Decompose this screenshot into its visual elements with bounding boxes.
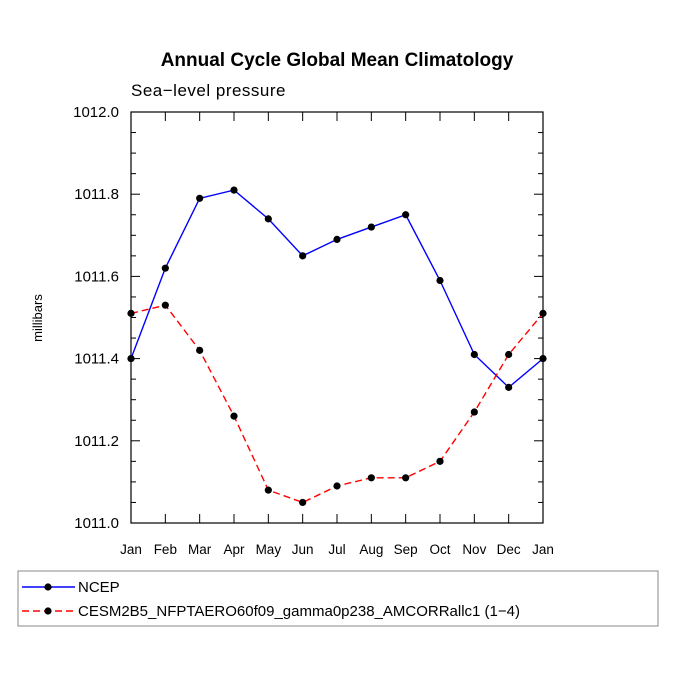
- series-1-point: [402, 211, 410, 219]
- plot-area: 1011.0 1011.2 1011.4 1011.6 1011.8 1012.0 Jan F…: [73, 104, 554, 557]
- y-tick-label: 1011.0: [74, 515, 119, 532]
- series-1-point: [127, 355, 135, 363]
- series-2-point: [264, 486, 272, 494]
- x-tick-label: May: [256, 542, 282, 557]
- series-1-point: [333, 235, 341, 244]
- y-tick-label: 1011.2: [74, 433, 119, 450]
- legend-label-2: CESM2B5_NFPTAERO60f09_gamma0p238_AMCORRa…: [78, 603, 520, 620]
- x-tick-label: Oct: [429, 542, 450, 557]
- series-line-2: [130, 304, 544, 504]
- plot-frame: [130, 111, 544, 524]
- x-tick-label: Jun: [292, 542, 314, 557]
- series-2-point: [161, 301, 169, 309]
- x-tick-label: Jan: [532, 542, 554, 557]
- series-1-point: [264, 215, 272, 223]
- series-2-point: [367, 474, 375, 482]
- series-1-point: [436, 276, 444, 285]
- series-1-point: [505, 383, 513, 391]
- y-axis-label: millibars: [30, 294, 45, 342]
- series-1-point: [161, 264, 169, 272]
- series-2-point: [470, 408, 478, 416]
- x-tick-label: Feb: [154, 542, 177, 557]
- series-2-point: [127, 309, 135, 317]
- series-1-point: [470, 350, 478, 359]
- series-1-point: [196, 194, 204, 202]
- series-line-1: [130, 189, 544, 389]
- series-2-point: [505, 350, 513, 359]
- legend-marker-2: [44, 607, 52, 615]
- y-tick-label: 1011.8: [74, 186, 119, 203]
- series-2-point: [539, 309, 547, 317]
- series-1-point: [230, 186, 238, 194]
- series-2-point: [402, 474, 410, 482]
- x-tick-label: Jul: [328, 542, 345, 557]
- legend: NCEP CESM2B5_NFPTAERO60f09_gamma0p238_AMC…: [17, 570, 659, 627]
- x-tick-label: Aug: [359, 542, 383, 557]
- chart-title: Annual Cycle Global Mean Climatology: [161, 50, 514, 71]
- legend-box: [17, 570, 659, 627]
- x-tick-label: Apr: [223, 542, 245, 557]
- y-tick-label: 1011.4: [74, 351, 119, 368]
- series-2-point: [196, 346, 204, 354]
- x-tick-label: Sep: [394, 542, 418, 557]
- series-1-point: [367, 223, 375, 231]
- x-tick-label: Nov: [462, 542, 486, 557]
- legend-label-1: NCEP: [78, 579, 120, 596]
- legend-marker-1: [44, 583, 52, 591]
- series-2-point: [230, 412, 238, 420]
- y-tick-label: 1011.6: [74, 268, 119, 285]
- series-2-point: [436, 457, 444, 465]
- chart-subtitle: Sea−level pressure: [131, 81, 286, 100]
- series-1-point: [539, 355, 547, 363]
- series-2-point: [299, 498, 307, 507]
- series-2-point: [333, 482, 341, 490]
- x-tick-label: Mar: [188, 542, 212, 557]
- x-tick-label: Jan: [120, 542, 142, 557]
- x-tick-label: Dec: [497, 542, 521, 557]
- series-1-point: [299, 252, 307, 260]
- y-tick-label: 1012.0: [73, 104, 119, 121]
